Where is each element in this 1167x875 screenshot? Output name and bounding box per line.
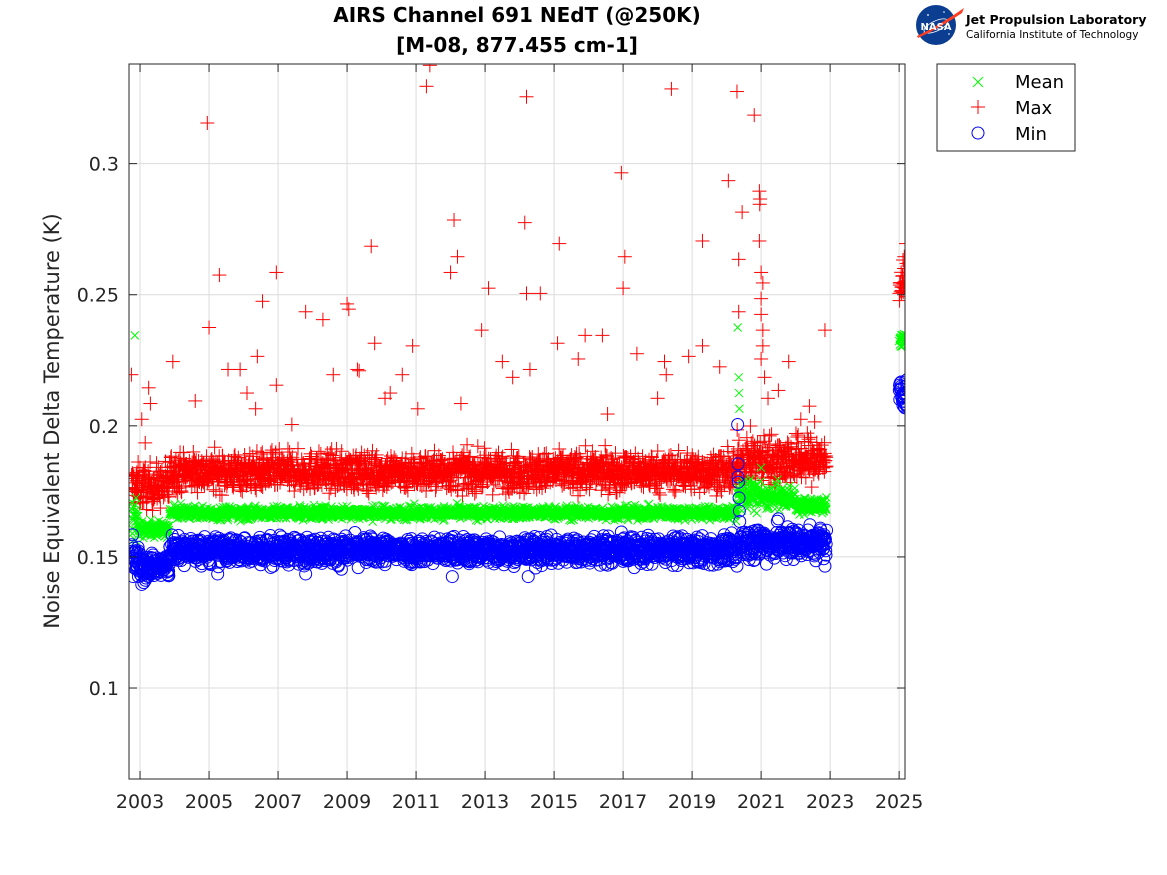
point-max [249,444,264,459]
nasa-meatball-icon [916,5,956,45]
point-max [291,441,306,456]
point-max [190,485,205,500]
point-max [162,489,177,504]
point-max [270,477,285,492]
series-max [129,64,905,518]
point-max [139,502,154,517]
point-max [208,484,223,499]
point-max [177,451,192,466]
nasa-badge-text: NASA [920,22,951,33]
star-icon [948,33,950,35]
point-max [214,488,229,503]
point-max [283,452,298,467]
point-max [143,454,158,469]
point-max [137,463,152,478]
star-icon [943,11,945,13]
point-max [268,445,283,460]
point-max [153,501,168,516]
point-max [207,440,222,455]
jpl-name: Jet Propulsion Laboratory [965,12,1146,27]
point-max [282,445,297,460]
scatter-points [129,64,905,591]
point-max [176,445,191,460]
point-max [131,455,146,470]
point-max [329,441,344,456]
chevron-swoosh-icon [917,8,964,38]
point-max [323,445,338,460]
point-max [184,479,199,494]
chart-title-line-2: [M-08, 877.455 cm-1] [396,33,638,57]
star-icon [927,14,929,16]
jpl-logo: NASA Jet Propulsion Laboratory Californi… [916,5,1146,45]
chart-title-line-1: AIRS Channel 691 NEdT (@250K) [333,3,701,27]
point-max [334,444,349,459]
jpl-subtitle: California Institute of Technology [966,29,1138,41]
point-max [311,444,326,459]
point-max [149,456,164,471]
point-max [145,503,160,518]
